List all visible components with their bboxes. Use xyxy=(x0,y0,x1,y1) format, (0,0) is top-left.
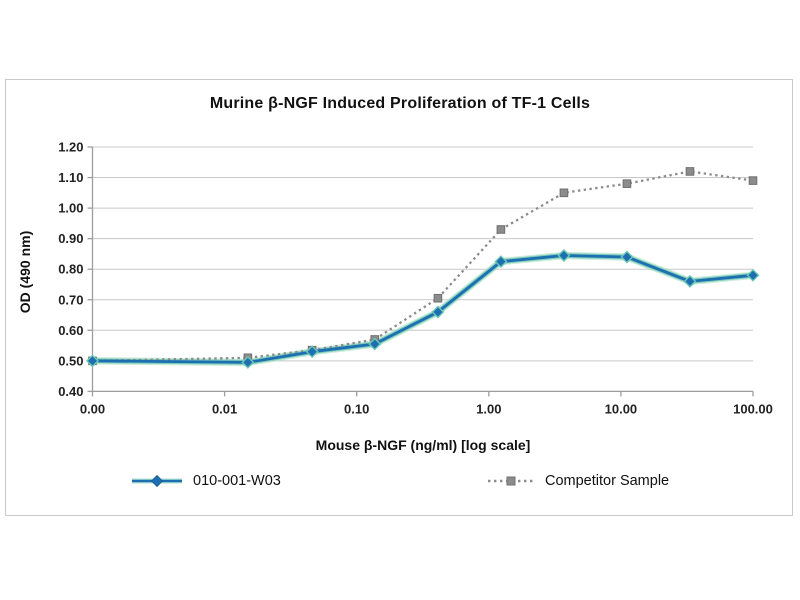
competitor-square-marker xyxy=(748,176,758,185)
y-axis-title: OD (490 nm) xyxy=(17,231,33,313)
chart-title: Murine β-NGF Induced Proliferation of TF… xyxy=(209,95,591,112)
y-tick-label: 0.90 xyxy=(58,231,83,246)
series-main-line xyxy=(92,254,754,364)
x-tick-label: 0.10 xyxy=(344,401,369,416)
x-tick-label: 100.00 xyxy=(733,401,773,416)
main-diamond-marker xyxy=(305,345,319,359)
x-tick-label: 0.00 xyxy=(80,401,105,416)
y-tick-label: 0.50 xyxy=(58,353,83,368)
main-diamond-marker xyxy=(494,255,508,269)
competitor-square-marker xyxy=(559,188,569,198)
y-tick-label: 1.10 xyxy=(58,170,83,185)
main-diamond-marker xyxy=(368,337,382,351)
main-diamond-marker xyxy=(683,274,697,288)
series-main-glow-outer xyxy=(92,251,754,367)
competitor-square-marker xyxy=(622,179,632,188)
legend-item-competitor: Competitor Sample xyxy=(486,473,669,489)
main-diamond-marker xyxy=(241,355,255,369)
x-axis-title: Mouse β-NGF (ng/ml) [log scale] xyxy=(316,437,531,453)
y-tick-label: 1.00 xyxy=(58,201,83,216)
competitor-square-marker xyxy=(496,225,506,234)
x-tick-label: 10.00 xyxy=(605,401,638,416)
y-tick-label: 0.40 xyxy=(58,384,83,399)
y-tick-label: 1.20 xyxy=(58,140,83,155)
competitor-square-marker xyxy=(685,167,695,176)
legend-swatch-line-diamond-icon xyxy=(132,474,182,488)
legend-label-competitor: Competitor Sample xyxy=(545,473,670,489)
y-tick-label: 0.60 xyxy=(58,323,83,338)
x-tick-label: 1.00 xyxy=(476,401,501,416)
tick-labels: 0.40 0.50 0.60 0.70 0.80 0.90 1.00 1.10 1.20 0.00… xyxy=(58,140,773,417)
main-diamond-marker xyxy=(431,305,445,319)
main-diamond-marker xyxy=(86,354,99,368)
series-competitor-line xyxy=(92,170,754,362)
legend-swatch-dotted-square-icon xyxy=(488,476,534,486)
chart-frame xyxy=(5,79,793,516)
axes xyxy=(87,146,754,397)
data-series xyxy=(86,167,760,369)
main-diamond-marker xyxy=(557,248,571,262)
main-diamond-marker xyxy=(620,250,634,264)
competitor-square-marker xyxy=(433,293,443,303)
legend-item-main: 010-001-W03 xyxy=(130,473,281,489)
y-tick-label: 0.80 xyxy=(58,262,83,277)
main-diamond-marker xyxy=(746,268,760,282)
x-tick-label: 0.01 xyxy=(212,401,237,416)
y-tick-label: 0.70 xyxy=(58,292,83,307)
legend-label-main: 010-001-W03 xyxy=(193,473,281,489)
gridlines xyxy=(92,146,753,392)
series-main-glow xyxy=(92,253,754,365)
